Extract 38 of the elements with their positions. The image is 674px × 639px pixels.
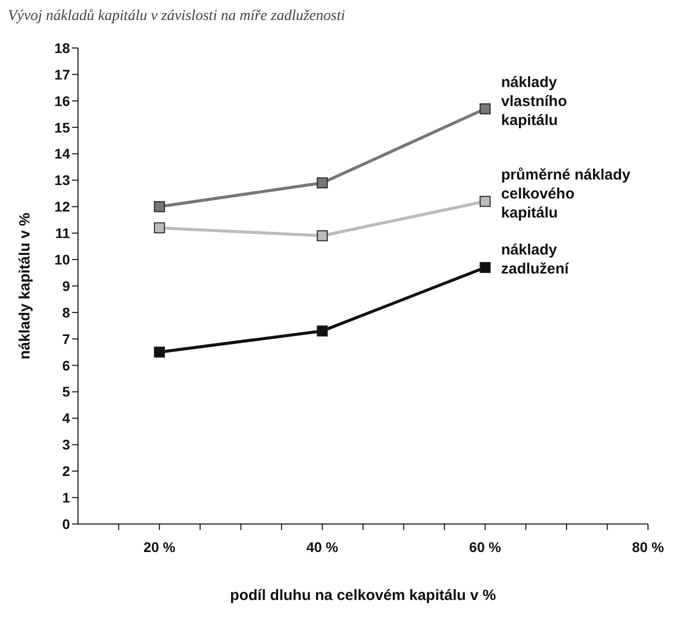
y-tick-label: 18 [54,40,70,56]
series-label: průměrné náklady celkového kapitálu [501,166,632,222]
point [480,196,491,207]
y-tick-label: 10 [54,252,70,268]
y-tick-label: 7 [62,330,70,347]
point [480,103,491,114]
y-tick-label: 14 [54,146,70,162]
y-tick-label: 9 [62,278,70,294]
point [316,325,328,336]
y-tick-label: 16 [54,92,70,109]
chart-title: Vývoj nákladů kapitálu v závislosti na míře zadluženosti [8,8,346,26]
series-label: náklady zadlužení [501,241,570,278]
y-tick-label: 1 [62,490,70,506]
y-tick-label: 17 [54,66,70,82]
series-label: náklady vlastního kapitálu [501,74,567,129]
x-tick-label: 40 % [306,538,339,555]
y-tick-label: 8 [62,304,70,320]
y-tick-label: 5 [62,384,70,400]
y-tick-label: 12 [54,198,70,215]
y-tick-label: 15 [54,119,70,136]
y-tick-label: 6 [62,357,70,374]
x-axis-title: podíl dluhu na celkovém kapitálu v % [230,587,496,604]
y-tick-label: 0 [62,516,70,532]
x-tick-label: 20 % [143,538,176,555]
y-tick-label: 13 [54,172,70,188]
point [154,346,165,358]
point [480,262,491,273]
point [316,230,328,242]
y-tick-label: 4 [62,410,70,426]
x-tick-label: 80 % [632,538,664,555]
y-tick-label: 2 [62,463,70,480]
y-tick-label: 3 [62,436,70,453]
point [154,201,165,212]
y-tick-label: 11 [55,225,70,242]
y-axis-title: náklady kapitálu v % [16,212,34,360]
point [316,177,328,188]
x-tick-label: 60 % [469,538,502,555]
point [154,222,165,234]
